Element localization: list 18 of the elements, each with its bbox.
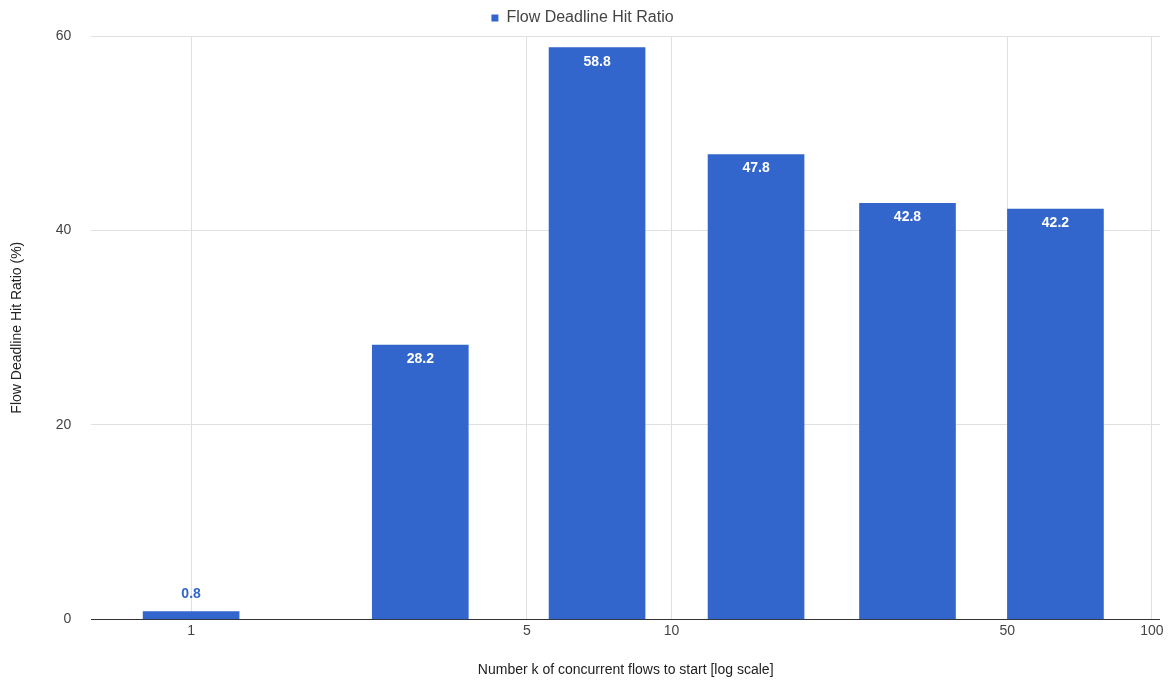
x-tick-label: 10 bbox=[663, 621, 680, 638]
x-tick-label: 100 bbox=[1140, 621, 1164, 638]
data-label: 58.8 bbox=[583, 52, 611, 69]
x-tick-label: 50 bbox=[999, 621, 1016, 638]
x-tick-label: 5 bbox=[522, 621, 531, 638]
data-label: 28.2 bbox=[406, 350, 435, 367]
y-axis-title: Flow Deadline Hit Ratio (%) bbox=[8, 241, 25, 414]
legend-label: Flow Deadline Hit Ratio bbox=[506, 8, 674, 26]
x-tick-label: 1 bbox=[187, 621, 196, 638]
data-label: 0.8 bbox=[181, 585, 202, 602]
y-tick-label: 40 bbox=[55, 221, 72, 238]
data-label: 42.8 bbox=[893, 208, 922, 225]
x-axis-title: Number k of concurrent flows to start [log scale] bbox=[477, 661, 774, 678]
data-label: 42.2 bbox=[1041, 213, 1070, 230]
y-tick-label: 60 bbox=[55, 26, 72, 43]
y-tick-label: 20 bbox=[55, 415, 72, 432]
data-label: 47.8 bbox=[742, 159, 770, 176]
y-tick-label: 0 bbox=[63, 610, 72, 627]
